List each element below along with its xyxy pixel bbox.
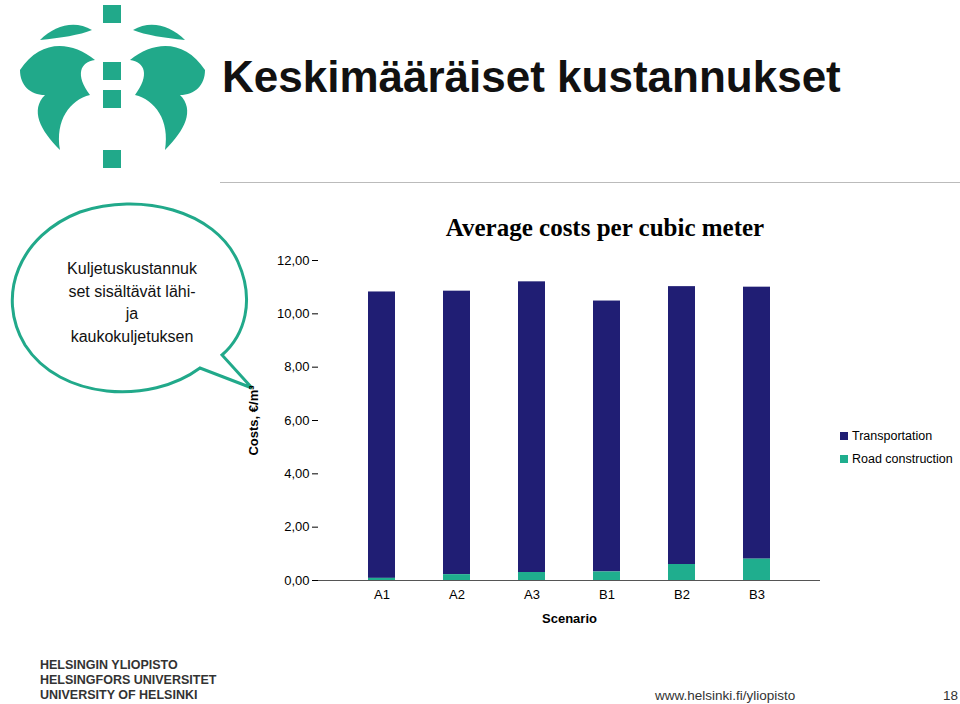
svg-text:0,00: 0,00 xyxy=(284,573,309,588)
html-text:UNIVERSITY OF HELSINKI: UNIVERSITY OF HELSINKI xyxy=(40,688,198,702)
svg-text:B1: B1 xyxy=(599,587,615,602)
html-text:Road construction: Road construction xyxy=(852,451,953,466)
svg-text:12,00: 12,00 xyxy=(277,253,310,268)
svg-text:6,00: 6,00 xyxy=(284,413,309,428)
html-text:Kuljetuskustannuk: Kuljetuskustannuk xyxy=(67,260,197,277)
html-text:ja: ja xyxy=(125,305,139,322)
html-text:18: 18 xyxy=(943,688,958,703)
svg-text:A2: A2 xyxy=(449,587,465,602)
svg-text:2,00: 2,00 xyxy=(284,519,309,534)
html-text:HELSINGIN YLIOPISTO: HELSINGIN YLIOPISTO xyxy=(40,658,178,672)
html-text:set sisältävät lähi-: set sisältävät lähi- xyxy=(68,282,196,300)
html-text:www.helsinki.fi/yliopisto: www.helsinki.fi/yliopisto xyxy=(655,688,796,703)
svg-text:8,00: 8,00 xyxy=(284,359,309,374)
svg-text:Scenario: Scenario xyxy=(542,611,597,626)
html-text:Transportation: Transportation xyxy=(852,428,933,443)
svg-text:10,00: 10,00 xyxy=(277,306,310,321)
svg-text:B3: B3 xyxy=(749,587,765,602)
html-text:Average costs per cubic meter: Average costs per cubic meter xyxy=(445,214,765,241)
svg-text:A3: A3 xyxy=(524,587,540,602)
html-text:kaukokuljetuksen: kaukokuljetuksen xyxy=(70,327,194,345)
svg-text:A1: A1 xyxy=(374,587,390,602)
svg-text:B2: B2 xyxy=(674,587,690,602)
html-text:HELSINGFORS UNIVERSITET: HELSINGFORS UNIVERSITET xyxy=(40,673,217,687)
svg-text:Costs, €/m³: Costs, €/m³ xyxy=(246,385,261,456)
svg-text:4,00: 4,00 xyxy=(284,466,309,481)
html-text:Keskimääräiset kustannukset: Keskimääräiset kustannukset xyxy=(222,52,841,101)
